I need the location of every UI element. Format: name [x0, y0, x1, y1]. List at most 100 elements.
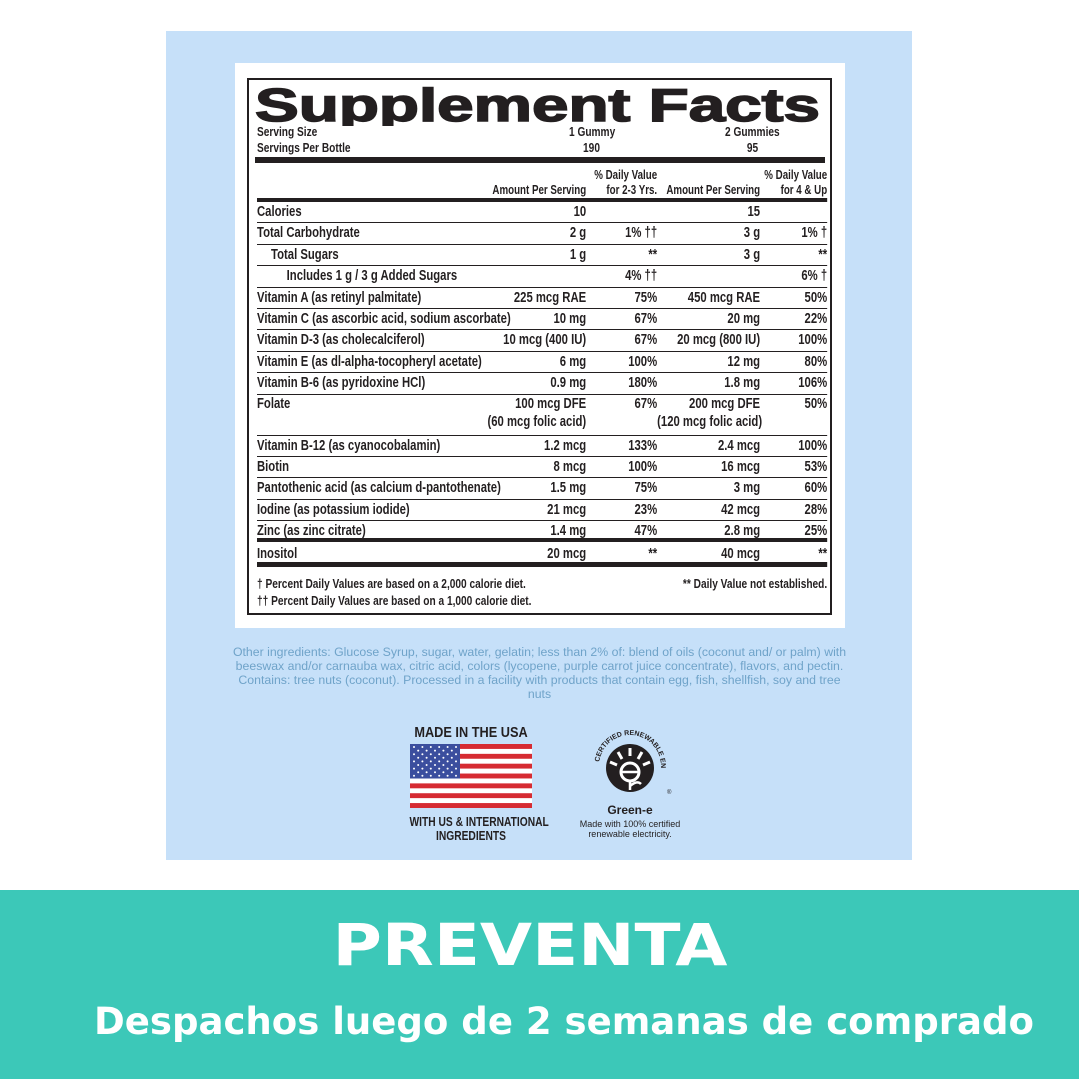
nutrient-name: Pantothenic acid (as calcium d-pantothen…	[257, 480, 501, 497]
amount-1: 10 mg	[553, 310, 587, 327]
flag-star	[434, 749, 436, 752]
dv-2: 50%	[804, 289, 828, 306]
amount-1: 225 mcg RAE	[513, 289, 587, 306]
flag-stripe	[410, 748, 532, 755]
nutrient-name: Vitamin A (as retinyl palmitate)	[257, 289, 422, 306]
table-row: Iodine (as potassium iodide) 21 mcg 23% 42 …	[257, 500, 828, 522]
amount-2: 20 mcg (800 IU)	[677, 332, 761, 349]
dv-1: 100%	[628, 458, 658, 475]
dv-1: **	[648, 246, 658, 263]
amount-2: 12 mg	[727, 353, 761, 370]
amount-1	[475, 266, 586, 286]
flag-star	[429, 767, 432, 770]
flag-star	[413, 753, 415, 756]
serving-info: Serving Size 1 Gummy 2 Gummies Servings Pe…	[257, 124, 827, 156]
table-row: Total Carbohydrate 2 g 1% †† 3 g 1% †	[257, 223, 828, 245]
flag-star	[450, 771, 453, 774]
footnote: †† Percent Daily Values are based on a 1…	[257, 593, 532, 608]
flag-star	[455, 774, 457, 777]
flag-star	[434, 756, 436, 759]
flag-star	[455, 767, 457, 770]
dv-1: 100%	[628, 353, 658, 370]
nutrient-name: Vitamin B-6 (as pyridoxine HCl)	[257, 375, 426, 392]
serving-size-label: Serving Size	[257, 124, 318, 139]
amount-2: 3 g	[743, 225, 761, 242]
footnotes: † Percent Daily Values are based on a 2,…	[257, 575, 827, 609]
flag-star	[442, 749, 445, 752]
table-row: Vitamin B-6 (as pyridoxine HCl) 0.9 mg 180…	[257, 373, 828, 395]
dv-1: 4% ††	[625, 268, 658, 285]
amount-2: 40 mcg	[721, 546, 761, 563]
presale-banner: PREVENTA Despachos luego de 2 semanas de…	[0, 890, 1079, 1079]
flag-star	[438, 746, 441, 748]
amount-2	[657, 266, 760, 286]
amount-2: 20 mg	[727, 310, 761, 327]
nutrient-name: Includes 1 g / 3 g Added Sugars	[286, 268, 458, 285]
table-row: Folate 100 mcg DFE (60 mcg folic acid) 67% 2…	[257, 395, 828, 436]
dv-1: 180%	[628, 375, 658, 392]
dv-1	[586, 202, 657, 222]
flag-star	[450, 756, 453, 759]
presale-title: PREVENTA	[333, 911, 728, 979]
serving-size-1: 1 Gummy	[569, 124, 616, 139]
flag-stripe	[410, 798, 532, 804]
amount-1: 1.4 mg	[550, 523, 587, 540]
flag-star	[429, 753, 432, 756]
flag-star	[417, 764, 420, 766]
flag-star	[438, 760, 441, 763]
amount-2: 2.8 mg	[724, 523, 761, 540]
label-title: Supplement Facts	[255, 84, 821, 126]
flag-star	[417, 749, 420, 752]
nutrient-name: Vitamin E (as dl-alpha-tocopheryl acetat…	[257, 353, 482, 370]
table-row: Calories 10 15	[257, 202, 828, 224]
amount-2: 15	[747, 204, 761, 220]
flag-star	[434, 764, 436, 766]
table-header: Amount Per Serving % Daily Value for 2-3…	[257, 168, 828, 202]
flag-stripe	[410, 768, 532, 774]
amount-2: 450 mcg RAE	[687, 289, 761, 306]
usa-badge-top: MADE IN THE USA	[414, 724, 528, 741]
dv-2: **	[818, 546, 828, 563]
amount-2: 3 g	[743, 246, 761, 263]
green-e-desc: Made with 100% certified	[579, 819, 681, 829]
flag-star	[421, 753, 424, 756]
table-row: Vitamin B-12 (as cyanocobalamin) 1.2 mcg 1…	[257, 436, 828, 457]
flag-stripe	[410, 793, 532, 799]
flag-stripe	[410, 773, 532, 779]
dv-2: 80%	[804, 353, 828, 370]
flag-stripe	[410, 763, 532, 769]
amount-1: 10	[573, 204, 587, 220]
table-row: Biotin 8 mcg 100% 16 mcg 53%	[257, 457, 828, 479]
flag-star	[446, 760, 449, 763]
green-e-badge: CERTIFIED RENEWABLE ENERGY ® Green-e Mad…	[570, 721, 690, 839]
flag-star	[455, 760, 457, 763]
flag-star	[438, 774, 441, 777]
presale-subtitle: Despachos luego de 2 semanas de comprado	[94, 1000, 1034, 1043]
flag-star	[446, 767, 449, 770]
table-row: Pantothenic acid (as calcium d-pantothen…	[257, 478, 828, 500]
nutrient-name: Vitamin D-3 (as cholecalciferol)	[257, 332, 425, 349]
amount-2: 3 mg	[733, 480, 761, 497]
nutrient-name: Zinc (as zinc citrate)	[257, 523, 366, 540]
flag-star	[446, 753, 449, 756]
flag-star	[421, 767, 424, 770]
dv-2: 6% †	[801, 268, 828, 285]
nutrient-name: Vitamin B-12 (as cyanocobalamin)	[257, 437, 441, 454]
us-flag-icon	[410, 744, 532, 809]
dv-2: 100%	[798, 332, 828, 349]
dv-2: **	[818, 246, 828, 263]
flag-star	[429, 774, 432, 777]
nutrient-name: Biotin	[257, 458, 290, 475]
svg-text:Supplement Facts: Supplement Facts	[255, 84, 820, 126]
dv-2: 53%	[804, 458, 828, 475]
header-amount-1: Amount Per Serving	[492, 183, 587, 197]
flag-star	[425, 749, 428, 752]
flag-star	[425, 771, 428, 774]
dv-1: 23%	[634, 501, 658, 518]
dv-1: 75%	[634, 289, 658, 306]
flag-star	[417, 756, 420, 759]
table-row: Vitamin A (as retinyl palmitate) 225 mcg …	[257, 288, 828, 309]
flag-stripe	[410, 788, 532, 794]
flag-star	[421, 746, 424, 748]
made-in-usa-badge: MADE IN THE USA WITH US & INTERNATIONAL …	[396, 724, 549, 843]
